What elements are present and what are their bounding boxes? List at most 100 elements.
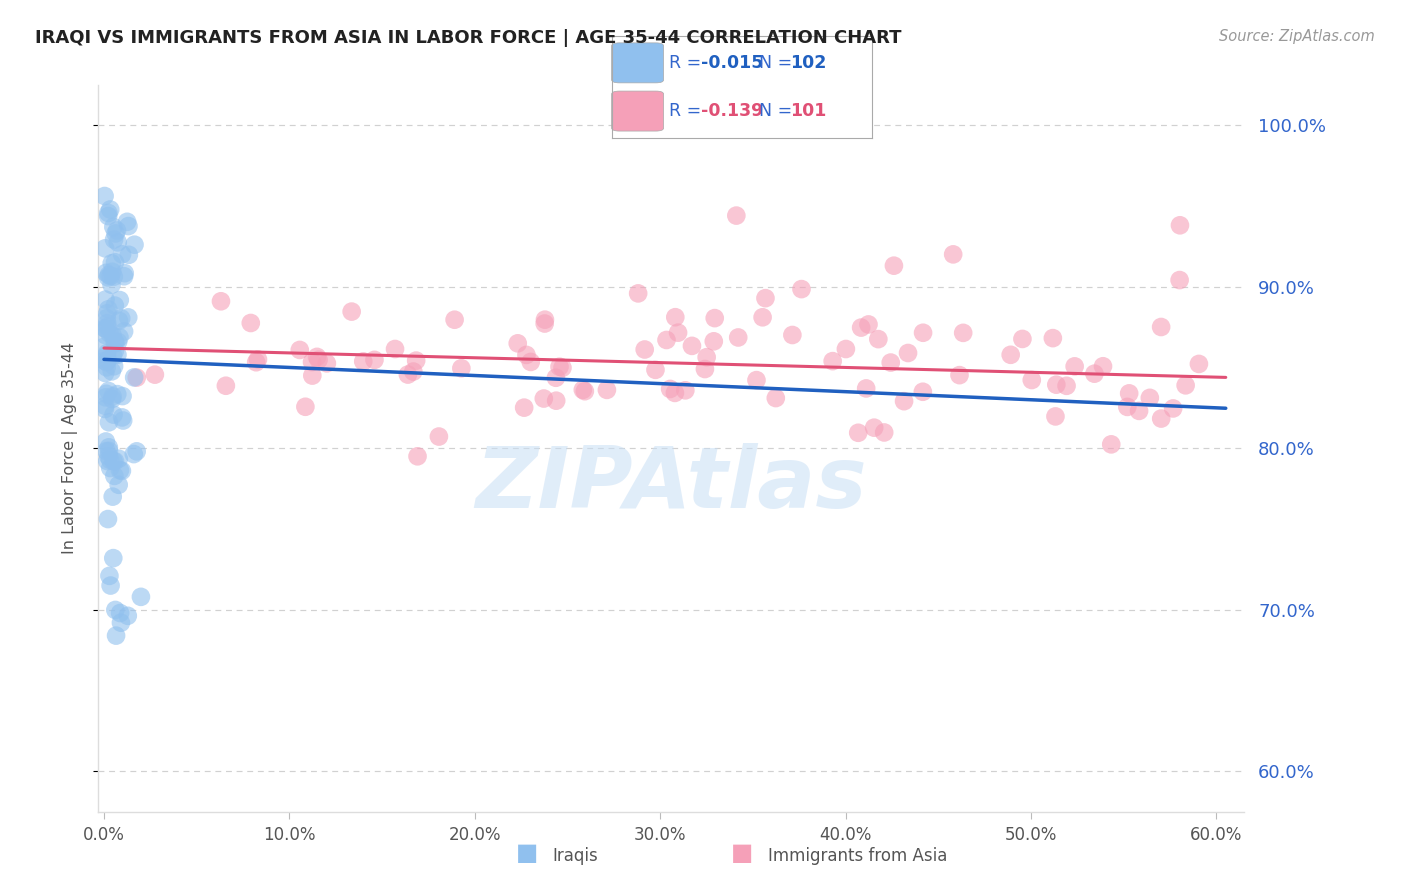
Point	[942, 247, 965, 261]
Text: -0.139: -0.139	[702, 102, 763, 120]
Point	[1150, 411, 1173, 425]
Point	[108, 314, 131, 328]
Point	[94, 434, 117, 449]
Point	[911, 384, 934, 399]
Point	[893, 394, 915, 409]
Point	[751, 310, 773, 325]
Point	[384, 342, 406, 356]
Point	[105, 223, 128, 237]
Point	[506, 336, 529, 351]
Point	[693, 362, 716, 376]
Point	[515, 348, 537, 362]
Point	[1118, 386, 1140, 401]
Text: ■: ■	[731, 841, 754, 865]
Point	[100, 364, 122, 378]
Point	[107, 235, 129, 250]
Point	[97, 512, 120, 526]
Point	[745, 373, 768, 387]
Point	[725, 209, 748, 223]
Point	[94, 401, 117, 416]
Text: N =: N =	[759, 102, 797, 120]
Point	[101, 490, 124, 504]
Point	[104, 343, 127, 358]
Point	[98, 569, 121, 583]
Point	[96, 319, 118, 334]
Point	[1139, 391, 1161, 405]
Point	[108, 463, 131, 477]
Point	[703, 311, 725, 326]
Point	[301, 355, 323, 369]
Point	[96, 311, 118, 326]
Point	[246, 352, 269, 367]
Point	[112, 413, 135, 427]
Point	[427, 429, 450, 443]
Point	[239, 316, 262, 330]
Point	[94, 328, 117, 343]
Point	[1161, 401, 1184, 416]
Point	[97, 206, 120, 220]
Point	[107, 348, 129, 362]
Point	[664, 310, 686, 325]
Point	[97, 384, 120, 398]
Point	[94, 399, 117, 413]
Point	[1056, 379, 1078, 393]
Point	[111, 389, 134, 403]
Point	[340, 304, 363, 318]
Text: 101: 101	[790, 102, 827, 120]
Point	[114, 266, 136, 280]
Point	[696, 350, 718, 364]
Point	[1045, 377, 1067, 392]
Point	[1011, 332, 1033, 346]
Point	[104, 299, 127, 313]
Point	[858, 318, 880, 332]
Point	[868, 332, 890, 346]
Point	[93, 340, 115, 354]
Point	[406, 450, 429, 464]
Point	[124, 237, 146, 252]
Point	[96, 444, 118, 458]
Point	[703, 334, 725, 349]
Point	[118, 248, 141, 262]
Point	[209, 294, 232, 309]
Point	[98, 326, 121, 341]
Y-axis label: In Labor Force | Age 35-44: In Labor Force | Age 35-44	[62, 343, 77, 554]
Point	[215, 378, 238, 392]
Point	[1174, 378, 1197, 392]
Point	[98, 202, 121, 217]
Point	[107, 478, 129, 492]
Text: -0.015: -0.015	[702, 54, 763, 72]
Point	[596, 383, 619, 397]
Point	[97, 302, 120, 317]
Point	[544, 371, 567, 385]
Text: Immigrants from Asia: Immigrants from Asia	[768, 847, 948, 865]
Point	[94, 321, 117, 335]
Point	[659, 382, 682, 396]
Point	[117, 608, 139, 623]
Point	[97, 441, 120, 455]
Text: N =: N =	[759, 54, 797, 72]
Point	[912, 326, 935, 340]
Point	[112, 325, 135, 339]
FancyBboxPatch shape	[612, 91, 664, 131]
Point	[96, 353, 118, 368]
Point	[835, 342, 858, 356]
Point	[450, 361, 472, 376]
Point	[101, 265, 124, 279]
Point	[855, 381, 877, 395]
Point	[104, 227, 127, 241]
Point	[245, 355, 267, 369]
Point	[1021, 373, 1043, 387]
Point	[96, 316, 118, 330]
Point	[1083, 367, 1105, 381]
Point	[681, 339, 703, 353]
Text: ■: ■	[516, 841, 538, 865]
Point	[727, 330, 749, 344]
Point	[405, 353, 427, 368]
Point	[103, 551, 125, 566]
Point	[98, 461, 121, 475]
Point	[846, 425, 869, 440]
Point	[305, 350, 328, 364]
Point	[103, 408, 125, 422]
Point	[111, 464, 134, 478]
Point	[107, 334, 129, 349]
